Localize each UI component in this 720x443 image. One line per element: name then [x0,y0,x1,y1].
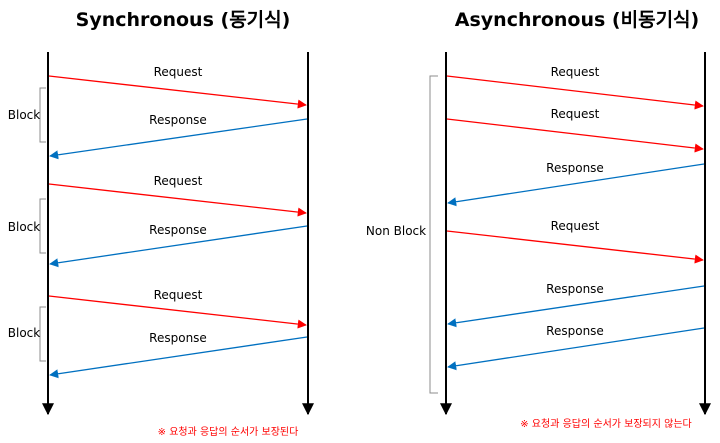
sync-note: ※ 요청과 응답의 순서가 보장된다 [158,426,299,438]
sync-block-bracket [39,306,46,362]
sync-block-bracket [39,198,46,254]
async-message-label: Response [546,282,604,296]
sync-block-label: Block [8,326,41,340]
async-message-label: Request [551,219,600,233]
sync-response-arrow [49,225,308,268]
sync-message-label: Request [154,174,203,188]
sync-panel: Synchronous (동기식) Request Response Reque… [8,9,314,438]
sync-request-arrow [48,295,307,329]
async-response-arrow [447,285,705,328]
sync-message-label: Response [149,223,207,237]
sync-message-label: Request [154,65,203,79]
sync-response-arrow [49,118,308,160]
async-request-arrow [446,75,704,110]
async-request-arrow [446,230,704,264]
sync-message-label: Response [149,331,207,345]
async-message-label: Response [546,161,604,175]
async-title: Asynchronous (비동기식) [455,9,699,31]
async-non-block-label: Non Block [366,224,426,238]
sync-title: Synchronous (동기식) [76,9,291,31]
sync-request-arrow [48,75,307,109]
sync-response-arrow [49,336,308,379]
async-message-label: Request [551,65,600,79]
sync-block-label: Block [8,220,41,234]
async-message-label: Request [551,107,600,121]
async-message-label: Response [546,324,604,338]
async-response-arrow [447,327,705,371]
sync-message-label: Response [149,113,207,127]
async-response-arrow [447,163,705,207]
async-request-arrow [446,118,704,153]
async-panel: Asynchronous (비동기식) Request Request Resp… [366,9,711,430]
sync-message-label: Request [154,288,203,302]
sync-block-bracket [39,87,46,143]
sync-request-arrow [48,183,307,217]
async-note: ※ 요청과 응답의 순서가 보장되지 않는다 [520,418,691,430]
sync-block-label: Block [8,108,41,122]
async-non-block-bracket [429,75,438,394]
